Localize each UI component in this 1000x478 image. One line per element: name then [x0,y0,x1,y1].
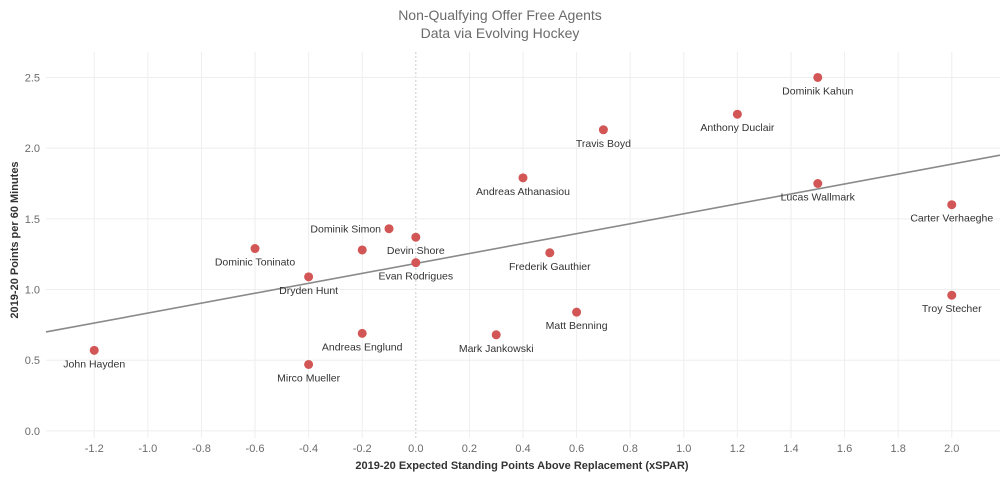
y-tick-label: 1.5 [25,214,40,226]
y-tick-label: 0.5 [25,355,40,367]
point-label: Mark Jankowski [459,343,534,355]
point-label: Frederik Gauthier [509,261,591,273]
grid-layer [46,52,1000,438]
data-point [947,290,957,300]
trendline [45,154,1000,333]
x-tick-label: 0.0 [408,443,423,455]
x-tick-label: 0.6 [569,443,584,455]
data-point [732,109,742,119]
data-point [304,272,314,282]
point-label: John Hayden [63,358,125,370]
x-tick-label: -0.6 [246,443,265,455]
point-label: Andreas Englund [322,341,403,353]
point-label: Dryden Hunt [279,285,338,297]
x-tick-label: 2.0 [944,443,959,455]
x-tick-label: -0.2 [353,443,372,455]
y-tick-label: 1.0 [25,285,40,297]
data-point [545,248,555,258]
y-tick-label: 0.0 [25,426,40,438]
x-tick-label: 1.6 [837,443,852,455]
point-label: Devin Shore [387,245,445,257]
data-point [411,232,421,242]
point-label: Troy Stecher [922,303,982,315]
point-label: Travis Boyd [576,138,631,150]
point-label: Dominic Toninato [215,257,296,269]
tick-labels-layer: -1.2 -1.0 -0.8 -0.6 -0.4 -0.2 0.0 0.2 0.4 0.6 0.8 1… [25,72,960,455]
point-label: Matt Benning [546,320,608,332]
x-tick-label: 0.2 [462,443,477,455]
point-labels-layer: Dominik Kahun Anthony Duclair Travis Boyd A… [63,85,993,384]
point-label: Dominik Kahun [782,85,853,97]
x-tick-label: 1.0 [676,443,691,455]
x-tick-label: -0.4 [299,443,318,455]
data-point [357,328,367,338]
data-point [598,125,608,135]
x-tick-label: 1.2 [730,443,745,455]
point-label: Andreas Athanasiou [476,186,570,198]
chart-title: Non-Qualfying Offer Free Agents [398,7,602,23]
data-point [411,258,421,268]
points-layer [89,72,957,369]
x-tick-label: -0.8 [192,443,211,455]
data-point [572,307,582,317]
x-tick-label: 1.4 [783,443,798,455]
data-point [384,224,394,234]
point-label: Lucas Wallmark [781,191,856,203]
y-tick-label: 2.5 [25,72,40,84]
data-point [250,244,260,254]
x-axis-title: 2019-20 Expected Standing Points Above R… [355,460,688,472]
x-tick-label: 0.4 [515,443,530,455]
chart-subtitle: Data via Evolving Hockey [421,25,580,41]
point-label: Mirco Mueller [277,372,341,384]
point-label: Dominik Simon [310,224,381,236]
point-label: Evan Rodrigues [378,271,453,283]
data-point [89,345,99,355]
y-axis-title: 2019-20 Points per 60 Minutes [9,161,21,318]
trendline-layer [45,154,1000,333]
data-point [491,330,501,340]
data-point [813,178,823,188]
y-tick-label: 2.0 [25,143,40,155]
x-tick-label: -1.0 [138,443,157,455]
x-tick-label: 1.8 [891,443,906,455]
point-label: Anthony Duclair [700,122,775,134]
x-tick-label: 0.8 [623,443,638,455]
data-point [304,359,314,369]
data-point [947,200,957,210]
point-label: Carter Verhaeghe [910,213,993,225]
x-tick-label: -1.2 [85,443,104,455]
data-point [518,173,528,183]
data-point [813,72,823,82]
data-point [357,245,367,255]
